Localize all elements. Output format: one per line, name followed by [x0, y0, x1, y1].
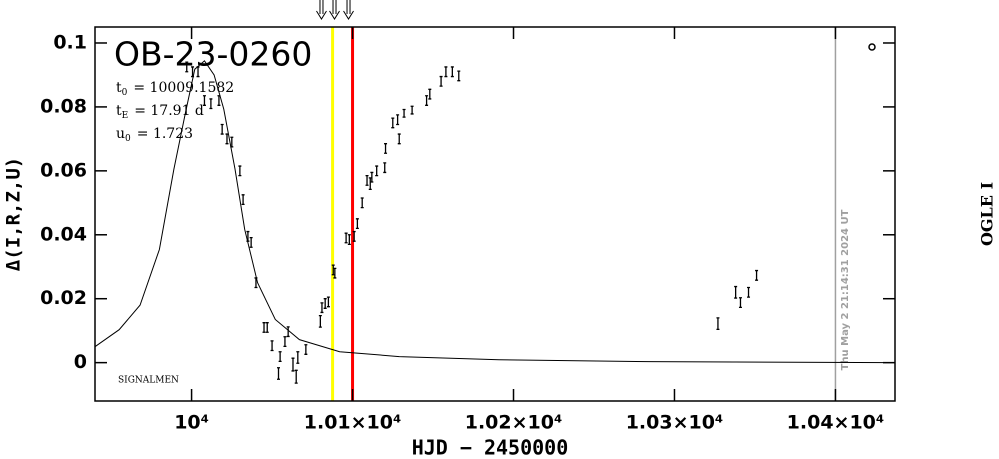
error-bar — [333, 267, 337, 279]
parameter-subscript: E — [122, 111, 129, 121]
error-bar — [370, 171, 374, 183]
error-bar — [270, 340, 274, 352]
y-tick-label: 0.02 — [40, 287, 87, 309]
parameter-value: = 10009.1582 — [133, 80, 234, 96]
chart-title: OB-23-0260 — [114, 35, 312, 74]
error-bar — [755, 269, 759, 281]
error-bar — [444, 66, 448, 78]
y-tick-label: 0.06 — [40, 159, 87, 181]
error-bar — [450, 66, 454, 78]
error-bar — [402, 108, 406, 118]
error-bar — [209, 98, 213, 110]
error-bar — [286, 326, 290, 338]
error-bar — [326, 296, 330, 308]
error-bar — [738, 297, 742, 308]
error-bar — [191, 66, 195, 78]
error-bar — [217, 95, 221, 106]
parameter-subscript: 0 — [125, 134, 131, 144]
arrow — [316, 0, 327, 20]
error-bar — [220, 123, 224, 135]
error-bar — [246, 230, 250, 242]
y-axis-label: Δ(I,R,Z,U) — [3, 157, 25, 271]
y-tick-label: 0.08 — [40, 95, 87, 117]
arrow — [329, 0, 340, 20]
error-bar — [375, 165, 379, 177]
error-bar — [291, 357, 295, 372]
parameter-subscript: 0 — [122, 88, 128, 98]
y-tick-label: 0 — [74, 351, 87, 373]
parameter-symbol: t — [116, 80, 122, 96]
error-bar — [249, 237, 253, 248]
model-curve — [94, 60, 896, 364]
error-bar — [716, 317, 720, 331]
error-bar — [439, 75, 443, 87]
x-tick-label: 1.04×10⁴ — [787, 412, 885, 434]
parameter-symbol: t — [116, 103, 122, 119]
parameter-symbol: u — [116, 126, 125, 142]
error-bar — [225, 133, 229, 145]
parameter-value: = 17.91 d — [134, 103, 204, 119]
error-bar — [384, 143, 388, 154]
error-bar — [304, 344, 308, 355]
error-bar — [296, 351, 300, 364]
error-bar — [323, 298, 327, 309]
arrow — [343, 0, 354, 20]
error-bar — [278, 351, 282, 363]
x-tick-label: 1.01×10⁴ — [304, 412, 402, 434]
x-tick-label: 1.03×10⁴ — [626, 412, 724, 434]
x-axis-label: HJD − 2450000 — [412, 436, 569, 459]
side-label: OGLE I — [978, 182, 997, 246]
error-bar — [352, 230, 356, 242]
legend-marker — [868, 43, 876, 51]
error-bar — [391, 117, 395, 129]
error-bar — [294, 369, 298, 384]
error-bar — [254, 277, 258, 289]
parameter: t0 = 10009.1582 — [116, 80, 234, 98]
error-bar — [241, 194, 245, 206]
plot-frame — [94, 26, 896, 402]
error-bar — [185, 61, 189, 73]
y-tick-label: 0.04 — [40, 223, 87, 245]
error-bar — [383, 162, 387, 174]
error-bar — [277, 367, 281, 380]
error-bar — [410, 105, 414, 115]
x-tick-label: 10⁴ — [174, 412, 209, 434]
error-bar — [355, 218, 359, 230]
x-tick-label: 1.02×10⁴ — [465, 412, 563, 434]
error-bar — [347, 234, 351, 246]
note: SIGNALMEN — [118, 376, 179, 386]
parameter: tE = 17.91 d — [116, 103, 204, 121]
error-bar — [238, 165, 242, 177]
error-bar — [365, 174, 369, 186]
error-bar — [397, 133, 401, 145]
error-bar — [320, 302, 324, 314]
error-bar — [360, 197, 364, 209]
error-bar — [283, 336, 287, 347]
error-bar — [425, 95, 429, 106]
error-bar — [734, 285, 738, 299]
error-bar — [428, 88, 432, 100]
parameter: u0 = 1.723 — [116, 126, 193, 144]
error-bar — [202, 95, 206, 106]
timestamp: Thu May 2 21:14:31 2024 UT — [840, 209, 851, 370]
error-bar — [265, 322, 269, 333]
error-bar — [344, 232, 348, 244]
error-bar — [747, 286, 751, 298]
error-bar — [457, 70, 461, 82]
y-tick-label: 0.1 — [53, 31, 87, 53]
error-bar — [230, 136, 234, 148]
parameter-value: = 1.723 — [137, 126, 193, 142]
error-bar — [262, 322, 266, 333]
error-bar — [396, 114, 400, 126]
error-bar — [318, 315, 322, 328]
error-bar — [196, 66, 200, 78]
